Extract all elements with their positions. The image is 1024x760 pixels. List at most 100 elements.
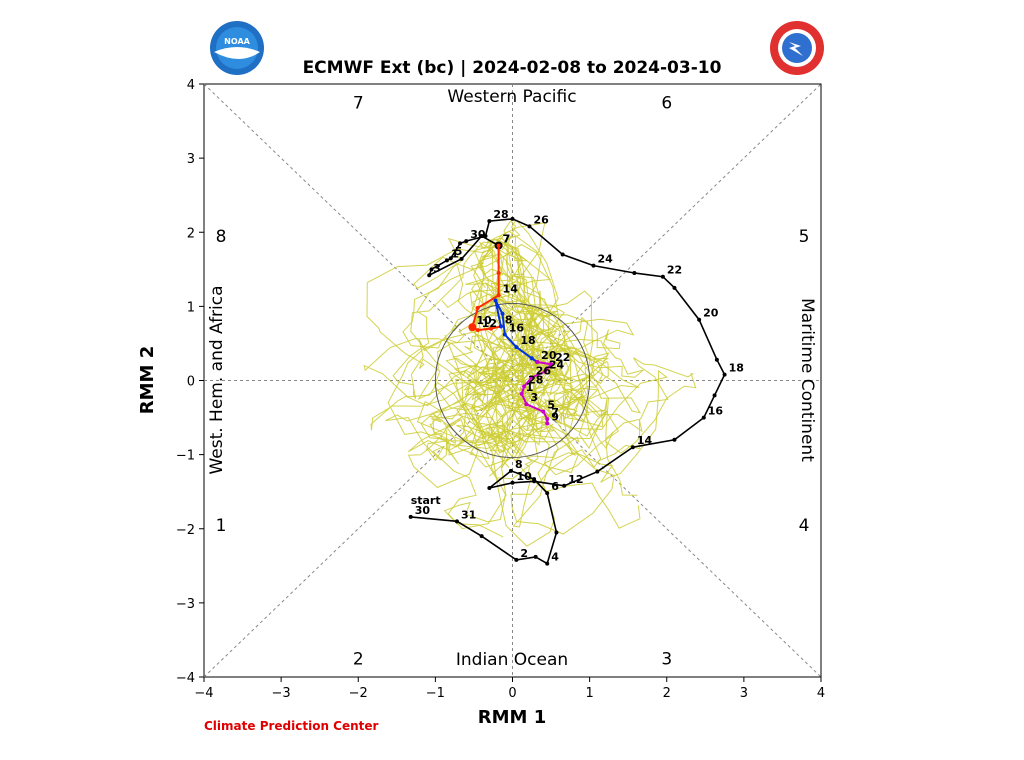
observed-point	[560, 252, 565, 257]
ensemble-member-line	[441, 220, 577, 464]
observed-point	[510, 480, 515, 485]
observed-point	[630, 445, 635, 450]
point-label: 5	[547, 399, 555, 412]
point-label: 16	[509, 322, 525, 335]
point-label: 18	[520, 334, 535, 347]
noaa-logo: NOAA	[210, 21, 264, 75]
y-tick-label: −4	[176, 671, 195, 686]
point-label: 7	[503, 233, 511, 246]
observed-point	[459, 256, 464, 261]
observed-point	[554, 530, 559, 535]
observed-point	[458, 241, 463, 246]
observed-point	[510, 216, 515, 221]
y-tick-label: 1	[187, 300, 195, 315]
x-tick-label: −3	[272, 686, 291, 701]
point-label: 22	[555, 351, 570, 364]
x-tick-label: 4	[817, 686, 825, 701]
observed-point	[479, 534, 484, 539]
ensemble-paths	[363, 219, 697, 547]
forecast-point	[545, 421, 550, 426]
point-label: 20	[703, 307, 719, 320]
forecast-point	[545, 417, 550, 422]
ensemble-member-line	[466, 230, 643, 462]
observed-point	[632, 271, 637, 276]
point-label: 5	[455, 245, 463, 258]
forecast-point	[496, 271, 501, 276]
y-tick-label: 2	[187, 226, 195, 241]
point-label: 7	[503, 233, 511, 246]
y-tick-label: −3	[176, 597, 195, 612]
point-label: 3	[530, 391, 538, 404]
observed-point	[454, 519, 459, 524]
x-tick-label: 3	[740, 686, 748, 701]
observed-point	[672, 285, 677, 290]
observed-point	[514, 557, 519, 562]
forecast-point	[500, 311, 505, 316]
forecast-point	[542, 369, 547, 374]
observed-point	[697, 317, 702, 322]
forecast-point	[522, 384, 527, 389]
point-label: 1	[526, 381, 534, 394]
point-label: 12	[568, 473, 583, 486]
observed-point	[508, 468, 513, 473]
point-label: 8	[515, 458, 523, 471]
x-tick-label: −1	[426, 686, 445, 701]
start-label: start	[411, 494, 441, 507]
x-tick-label: −2	[349, 686, 368, 701]
forecast-week3-line	[520, 361, 554, 424]
observed-point	[408, 514, 413, 519]
point-label: 14	[503, 282, 519, 295]
observed-line	[410, 218, 726, 565]
observed-point	[483, 233, 488, 238]
point-label: 3	[433, 262, 441, 275]
forecast-point	[488, 326, 493, 331]
unit-circle	[434, 302, 591, 459]
region-left: West. Hem. and Africa	[207, 285, 227, 474]
observed-point	[595, 469, 600, 474]
svg-text:NOAA: NOAA	[224, 37, 250, 46]
point-label: 31	[461, 508, 476, 521]
forecast-point	[524, 402, 529, 407]
observed-point	[714, 357, 719, 362]
forecast-point	[541, 409, 546, 414]
forecast-week1-line	[471, 245, 502, 332]
forecast-marker	[468, 323, 477, 332]
observed-point	[672, 437, 677, 442]
region-bottom: Indian Ocean	[456, 650, 568, 670]
observed-point	[562, 483, 567, 488]
x-tick-label: −4	[194, 686, 213, 701]
observed-point	[533, 554, 538, 559]
forecast-point	[496, 293, 501, 298]
y-ticks: −4 −3 −2 −1 0 1 2 3 4	[176, 78, 204, 686]
observed-point	[427, 273, 432, 278]
point-label: 22	[667, 264, 682, 277]
forecast-point	[493, 298, 498, 303]
observed-point	[591, 263, 596, 268]
point-label: 6	[551, 480, 559, 493]
observed-point	[722, 372, 727, 377]
point-label: 26	[536, 365, 552, 378]
point-label: 24	[549, 359, 565, 372]
phase-7-label: 7	[353, 94, 364, 114]
credit-text: Climate Prediction Center	[204, 719, 379, 733]
observed-point	[487, 219, 492, 224]
point-label: 16	[708, 405, 724, 418]
y-axis-label: RMM 2	[137, 346, 158, 414]
forecast-point	[514, 345, 519, 350]
point-label: 10	[476, 314, 492, 327]
y-tick-label: −1	[176, 449, 195, 464]
forecast-point	[475, 305, 480, 310]
ensemble-member-line	[402, 237, 578, 538]
region-top: Western Pacific	[447, 87, 576, 107]
observed-point	[487, 485, 492, 490]
x-tick-label: 1	[585, 686, 593, 701]
observed-point	[660, 274, 665, 279]
observed-point	[532, 479, 537, 484]
point-label: 20	[541, 349, 557, 362]
y-tick-label: 0	[187, 375, 195, 390]
forecast-path	[468, 243, 554, 426]
